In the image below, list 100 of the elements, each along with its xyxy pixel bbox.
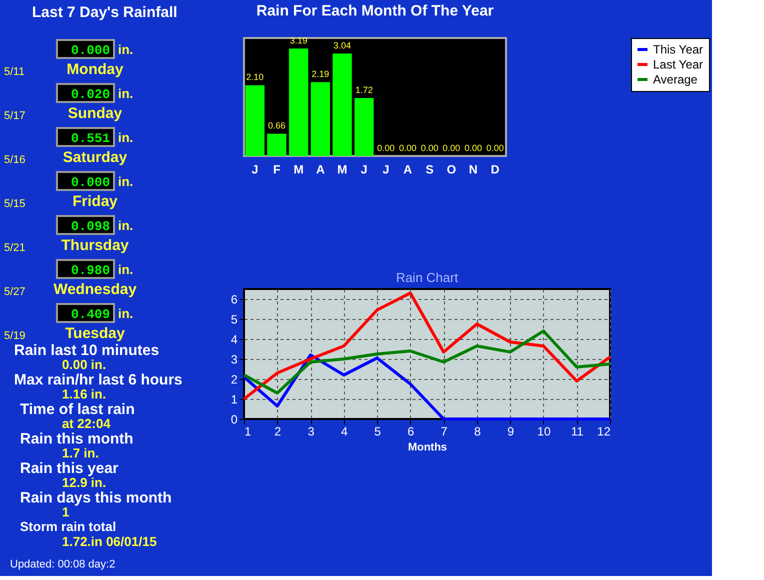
x-tick-label: F <box>273 162 280 176</box>
x-tick-label: A <box>403 162 412 176</box>
y-tick-label: 4 <box>230 332 238 346</box>
text: Monday <box>66 61 124 78</box>
data-label: 0.00 <box>486 143 504 153</box>
y-tick-label: 2 <box>230 372 238 386</box>
x-tick-label: J <box>360 162 368 176</box>
text: Saturday <box>62 149 128 166</box>
text: 1.72.in 06/01/15 <box>62 534 157 549</box>
text: Rain this year <box>20 460 119 477</box>
y-tick-label: 3 <box>230 352 238 366</box>
x-tick-label: 10 <box>537 424 551 438</box>
bar <box>332 54 352 156</box>
data-label: 0.66 <box>268 120 286 131</box>
x-tick-label: 3 <box>308 424 315 438</box>
data-label: 3.04 <box>333 40 352 51</box>
text: 1.16 in. <box>62 386 106 402</box>
text: Updated: 00:08 day:2 <box>10 558 116 570</box>
line-series <box>242 330 612 394</box>
data-label: 0.00 <box>398 143 417 153</box>
x-tick-label: 8 <box>474 424 482 438</box>
text: Max rain/hr last 6 hours <box>14 372 182 388</box>
x-tick-label: D <box>490 162 500 176</box>
legend-label: Average <box>653 72 698 86</box>
text: in. <box>118 306 134 321</box>
text: 1.7 in. <box>62 446 99 460</box>
text: Tuesday <box>65 325 126 342</box>
text: in. <box>118 174 134 189</box>
data-label: 0.00 <box>442 143 460 153</box>
text: in. <box>118 262 134 277</box>
text: Friday <box>72 193 118 210</box>
text: Last 7 Day's Rainfall <box>32 4 178 21</box>
bar <box>288 48 308 156</box>
x-axis-title: Months <box>408 442 448 454</box>
text: 0.409 <box>70 307 110 322</box>
text: in. <box>118 86 134 101</box>
text: at 22:04 <box>62 416 112 431</box>
text: Rain this month <box>20 430 134 448</box>
text: 5/11 <box>4 66 25 78</box>
data-label: 2.19 <box>312 69 330 80</box>
x-tick-label: 4 <box>340 424 348 438</box>
x-tick-label: A <box>316 162 326 176</box>
x-tick-label: 5 <box>374 424 382 438</box>
x-tick-label: 7 <box>440 424 448 438</box>
text: Thursday <box>61 237 130 254</box>
text: 0.551 <box>70 131 110 146</box>
bar <box>354 98 374 156</box>
text: 0.098 <box>70 219 110 234</box>
x-tick-label: N <box>468 162 478 176</box>
legend-label: Last Year <box>653 58 704 72</box>
legend-label: This Year <box>653 42 704 56</box>
x-tick-label: 6 <box>408 424 415 438</box>
data-label: 1.72 <box>355 85 373 96</box>
text: 5/27 <box>4 286 26 298</box>
line-series <box>242 292 612 400</box>
x-tick-label: M <box>337 162 348 176</box>
y-tick-label: 5 <box>230 312 238 326</box>
x-tick-label: 2 <box>274 424 282 438</box>
text: 5/15 <box>4 198 26 210</box>
text: in. <box>118 218 134 233</box>
text: 12.9 in. <box>62 475 106 490</box>
y-tick-label: 0 <box>230 412 238 426</box>
x-tick-label: O <box>446 162 456 176</box>
text: 5/16 <box>4 154 26 166</box>
text: 5/19 <box>4 330 26 342</box>
chart-title: Rain For Each Month Of The Year <box>256 2 494 20</box>
data-label: 2.10 <box>246 72 264 82</box>
x-tick-label: 12 <box>597 424 611 438</box>
text: 0.00 in. <box>62 357 106 372</box>
text: 0.000 <box>70 175 110 190</box>
text: 5/17 <box>4 110 26 122</box>
x-tick-label: S <box>426 162 434 176</box>
text: Wednesday <box>53 281 138 298</box>
text: 1 <box>62 504 70 520</box>
data-label: 0.00 <box>377 143 395 153</box>
x-tick-label: 11 <box>570 424 584 438</box>
x-tick-label: 1 <box>244 424 252 438</box>
x-tick-label: J <box>382 162 390 176</box>
text: in. <box>118 42 134 57</box>
x-tick-label: M <box>294 162 304 176</box>
chart-title: Rain Chart <box>396 270 458 285</box>
y-tick-label: 6 <box>230 292 238 306</box>
text: Sunday <box>68 105 123 122</box>
x-tick-label: J <box>252 162 258 176</box>
text: 5/21 <box>4 242 26 254</box>
data-label: 0.00 <box>420 143 438 153</box>
text: Time of last rain <box>20 401 135 418</box>
bar <box>245 85 265 156</box>
text: Storm rain total <box>20 519 116 534</box>
bar <box>267 134 286 156</box>
y-tick-label: 1 <box>230 392 238 406</box>
bar <box>310 82 330 156</box>
text: in. <box>118 130 134 145</box>
text: Rain last 10 minutes <box>14 342 160 359</box>
text: 0.020 <box>70 87 110 102</box>
x-tick-label: 9 <box>507 424 514 438</box>
text: 0.980 <box>70 263 110 278</box>
data-label: 0.00 <box>464 143 482 153</box>
text: 0.000 <box>70 43 110 58</box>
text: Rain days this month <box>20 490 172 506</box>
